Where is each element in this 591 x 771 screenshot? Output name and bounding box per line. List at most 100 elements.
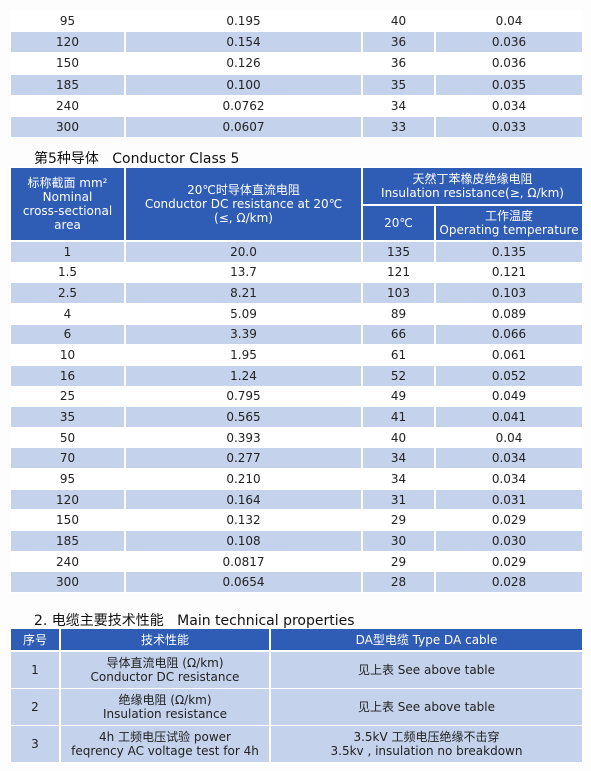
cell-text: 0.04 [495,14,523,29]
cell-text: 0.031 [491,492,527,507]
cell-text: 导体直流电阻 (Ω/km) [106,656,224,670]
cell-text: 135 [387,244,410,259]
cell-text: 技术性能 [140,632,189,647]
table-cell: 8.21 [125,282,362,304]
cell-text: 3.5kv , insulation no breakdown [330,744,523,758]
table-cell: 34 [362,468,435,490]
table-cell: 0.036 [435,31,583,54]
table-cell: 0.132 [125,509,362,532]
cell-text: Insulation resistance(≥, Ω/km) [381,186,564,200]
header-cell: 天然丁苯橡皮绝缘电阻 Insulation resistance(≥, Ω/km) [362,167,583,205]
table-cell: 0.04 [435,10,583,33]
cell-text: 49 [390,389,407,404]
header-cell: DA型电缆 Type DA cable [270,628,583,651]
cell-text: 30 [390,533,407,548]
table-cell: 135 [362,241,435,263]
section-heading: 第5种导体 Conductor Class 5 [34,148,239,168]
cell-text: 0.164 [226,492,261,507]
header-cell: 标称截面 mm² Nominal cross-sectional area [10,167,125,241]
table-cell: 300 [10,115,125,138]
table-cell: 61 [362,344,435,366]
cell-text: 16 [59,368,76,383]
table-cell: 0.0817 [125,550,362,573]
cell-text: 35 [390,77,407,92]
cell-text: 25 [59,389,76,404]
cell-text: 0.195 [226,14,261,29]
cell-text: 0.126 [226,56,261,71]
table-cell: 34 [362,447,435,470]
cell-text: 34 [390,98,407,113]
cell-text: 0.089 [491,306,527,321]
cell-text: 标称截面 mm² [27,176,108,190]
cell-text: 10 [59,348,76,363]
table-cell: 0.036 [435,52,583,75]
table-cell: 1.95 [125,344,362,366]
table-cell: 0.0607 [125,115,362,138]
table-cell: 28 [362,571,435,593]
table-cell: 0.195 [125,10,362,33]
table-cell: 0.108 [125,530,362,552]
cell-text: 0.277 [226,451,261,466]
table-cell: 0.034 [435,447,583,470]
cell-text: 见上表 See above table [357,700,496,714]
table-cell: 300 [10,571,125,593]
cell-text: 0.029 [491,554,527,569]
cell-text: 0.035 [491,77,527,92]
cell-text: 0.795 [226,389,261,404]
table-cell: 185 [10,530,125,552]
cell-text: 121 [387,265,410,280]
cell-text: 0.066 [491,327,527,342]
cell-text: cross-sectional [22,204,113,218]
table-cell: 4h 工频电压试验 power feqrency AC voltage test … [60,725,270,763]
cell-text: 工作温度 [484,209,533,223]
cell-text: 95 [59,471,76,486]
table-cell: 见上表 See above table [270,651,583,689]
table-cell: 4 [10,302,125,325]
cell-text: 0.034 [491,471,527,486]
table-cell: 89 [362,302,435,325]
cell-text: 41 [390,409,407,424]
cell-text: 20℃时导体直流电阻 [187,183,300,197]
table-cell: 66 [362,323,435,346]
header-cell: 20℃ [362,205,435,241]
cell-text: 103 [387,286,410,301]
cell-text: 0.0817 [222,554,265,569]
table-cell: 0.029 [435,550,583,573]
cell-text: 3 [31,737,39,751]
cell-text: 5.09 [230,306,257,321]
table-cell: 0.041 [435,406,583,428]
cell-text: 3.5kV 工频电压绝缘不击穿 [353,730,500,744]
cell-text: 240 [56,98,79,113]
table-cell: 36 [362,52,435,75]
cell-text: 0.036 [491,35,527,50]
table-cell: 6 [10,323,125,346]
cell-text: 天然丁苯橡皮绝缘电阻 [412,172,533,186]
cell-text: 2.5 [57,286,78,301]
cell-text: 0.132 [226,513,261,528]
table-cell: 5.09 [125,302,362,325]
cell-text: 40 [390,14,407,29]
cell-text: 0.0607 [222,119,265,134]
cell-text: 0.04 [495,430,523,445]
table-cell: 13.7 [125,261,362,284]
table-cell: 0.0762 [125,94,362,117]
cell-text: 1.5 [57,265,78,280]
table-cell: 0.031 [435,488,583,511]
table-cell: 52 [362,364,435,387]
table-cell: 0.0654 [125,571,362,593]
cell-text: 1.24 [230,368,257,383]
cell-text: 0.049 [491,389,527,404]
table-cell: 2 [10,688,60,726]
cell-text: DA型电缆 Type DA cable [355,632,498,647]
cell-text: 0.061 [491,348,527,363]
cell-text: 0.100 [226,77,261,92]
table-cell: 40 [362,426,435,449]
cell-text: 120 [56,492,79,507]
table-cell: 35 [362,73,435,96]
cell-text: 50 [59,430,76,445]
header-cell: 20℃时导体直流电阻 Conductor DC resistance at 20℃… [125,167,362,241]
cell-text: (≤, Ω/km) [214,211,273,225]
cell-text: 28 [390,575,407,590]
cell-text: 0.135 [491,244,527,259]
